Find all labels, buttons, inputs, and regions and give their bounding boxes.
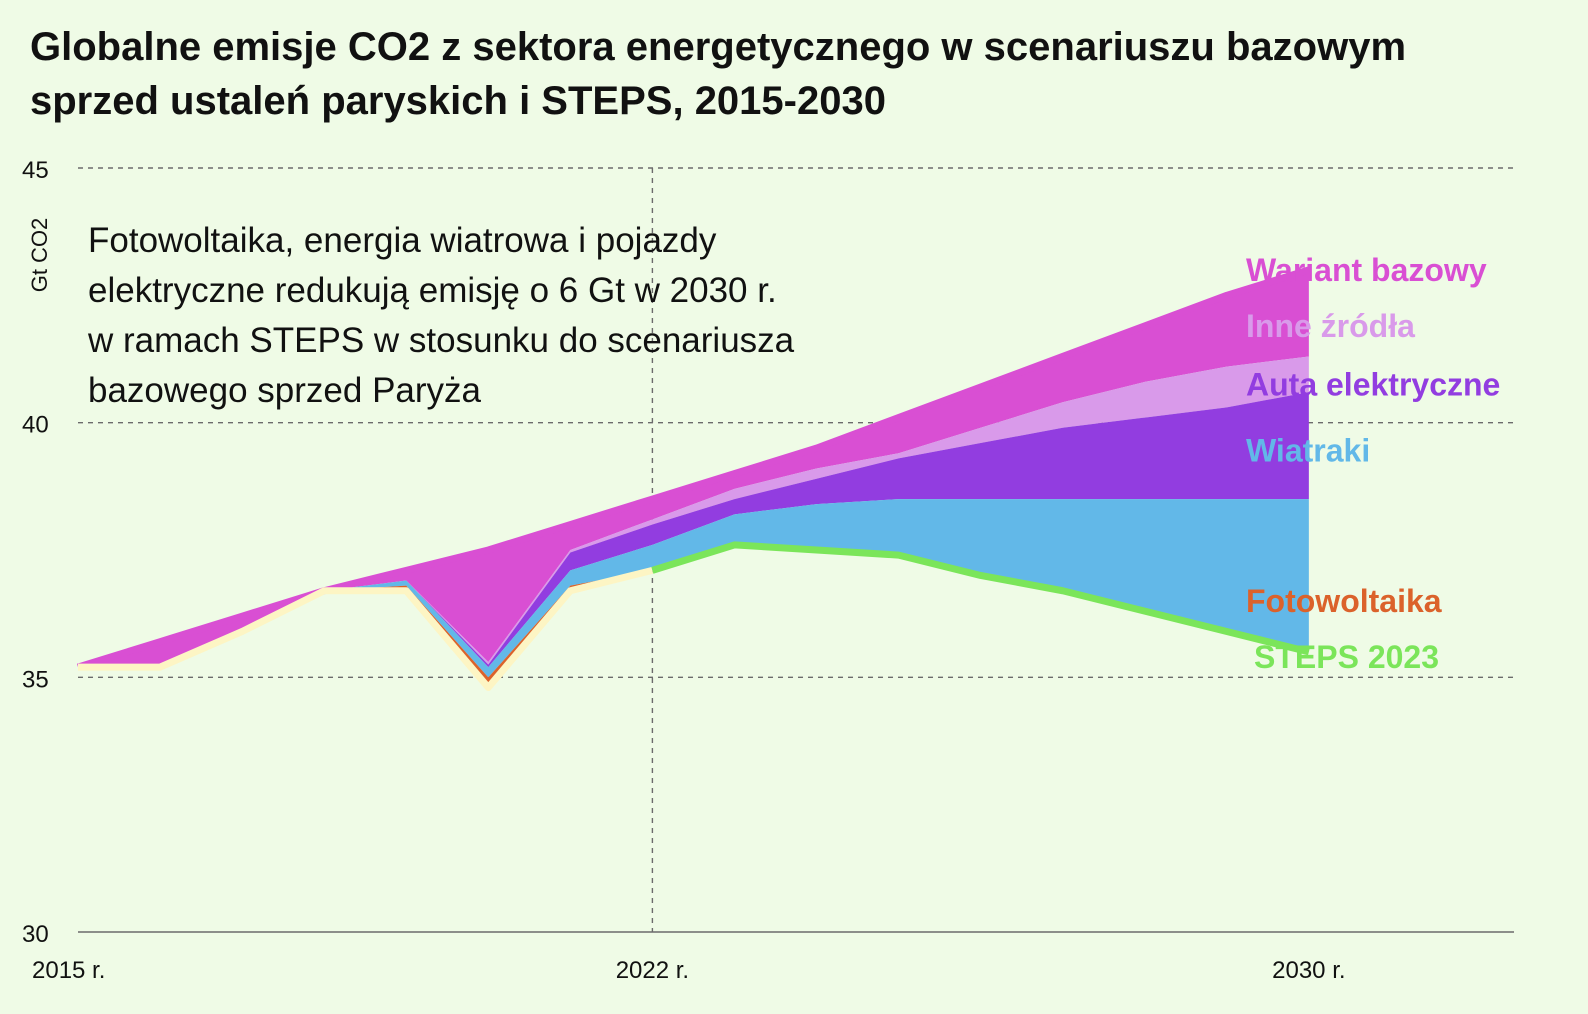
x-tick-label: 2022 r. xyxy=(616,957,689,984)
y-axis-label: Gt CO2 xyxy=(27,218,52,293)
y-tick-label: 30 xyxy=(22,921,49,948)
y-tick-label: 45 xyxy=(22,157,49,184)
series-label-fotowoltaika: Fotowoltaika xyxy=(1246,583,1442,619)
chart-title: Globalne emisje CO2 z sektora energetycz… xyxy=(30,25,1407,123)
annotation-line: elektryczne redukują emisję o 6 Gt w 203… xyxy=(88,271,777,310)
series-lines xyxy=(76,266,1310,692)
line-historical xyxy=(78,566,654,692)
line-steps-2023 xyxy=(651,541,1310,656)
stacked-areas xyxy=(78,269,1309,688)
series-label-inne-źródła: Inne źródła xyxy=(1246,308,1415,344)
series-labels: Wariant bazowy Inne źródła Auta elektryczn… xyxy=(1246,252,1500,675)
area-auta-elektryczne xyxy=(78,392,1309,668)
annotation-line: bazowego sprzed Paryża xyxy=(88,371,482,410)
area-inne-źródła xyxy=(78,356,1309,668)
area-wiatraki xyxy=(78,499,1309,678)
y-tick-label: 35 xyxy=(22,666,49,693)
series-label-wariant-bazowy: Wariant bazowy xyxy=(1246,252,1487,288)
series-label-steps-2023: STEPS 2023 xyxy=(1254,639,1439,675)
series-label-wiatraki: Wiatraki xyxy=(1246,433,1370,469)
series-label-auta-elektryczne: Auta elektryczne xyxy=(1246,366,1500,402)
x-tick-label: 2015 r. xyxy=(32,957,105,984)
axis-ticks: 30 35 40 45 2015 r. 2022 r. 2030 r. xyxy=(22,157,1346,984)
y-tick-label: 40 xyxy=(22,412,49,439)
annotation-line: w ramach STEPS w stosunku do scenariusza xyxy=(87,321,795,360)
chart-annotation: Fotowoltaika, energia wiatrowa i pojazdy… xyxy=(87,221,795,410)
x-tick-label: 2030 r. xyxy=(1272,957,1345,984)
line-wariant-bazowy xyxy=(76,266,1310,671)
annotation-line: Fotowoltaika, energia wiatrowa i pojazdy xyxy=(88,221,717,260)
